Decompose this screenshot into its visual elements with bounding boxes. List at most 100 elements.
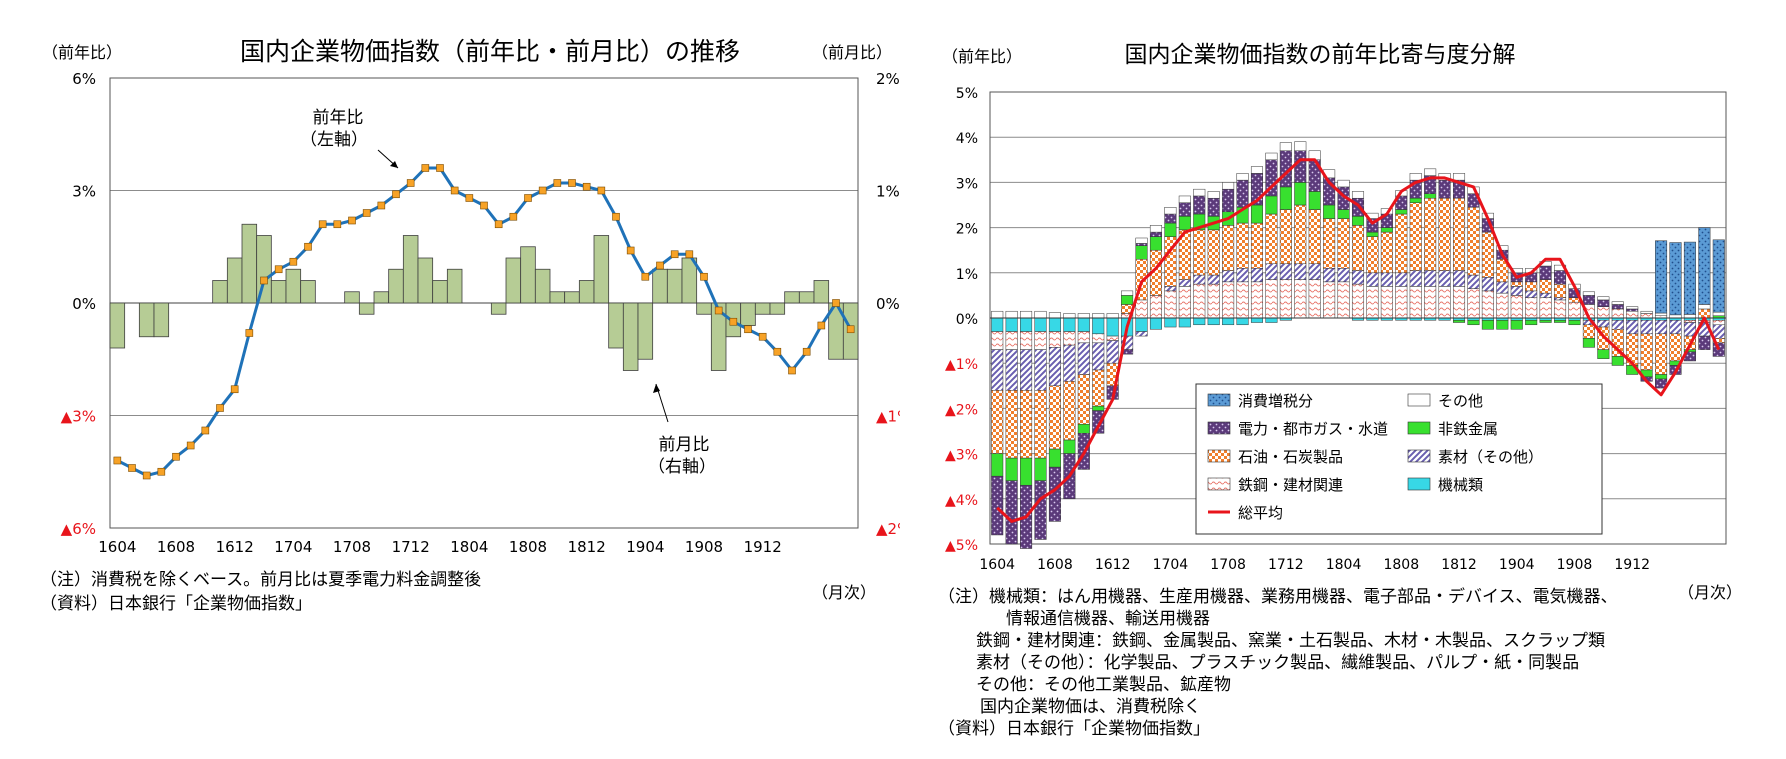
chart2-bar-oil (1092, 369, 1105, 407)
chart2-bar-mach (1222, 317, 1235, 326)
chart2-bar-other (1582, 291, 1595, 296)
chart2-bar-steel (1351, 283, 1365, 319)
chart2-bar-other_mat (1207, 274, 1220, 285)
chart2-bar-nonfer (1409, 197, 1422, 203)
chart2-bar-elec (1193, 195, 1206, 215)
chart2-bar-elec (1611, 304, 1624, 310)
chart2-bar-nonfer (1366, 231, 1379, 237)
chart2-bar-other (1712, 311, 1725, 316)
chart2-bar-other_mat (1409, 270, 1422, 287)
chart1-bar (241, 223, 258, 304)
chart2-bar-mach (1034, 317, 1047, 332)
chart2-ytick: ▲5% (945, 538, 978, 554)
chart1-bar (637, 302, 654, 360)
chart2-xtick: 1912 (1614, 557, 1650, 573)
chart2-bar-steel (1164, 290, 1177, 319)
legend-swatch-nonfer (1407, 421, 1431, 435)
chart1-point (157, 467, 166, 476)
chart2-ylabel: （前年比） (942, 47, 1022, 66)
chart2-bar-oil (1250, 222, 1264, 269)
chart2-bar-tax (1712, 239, 1725, 313)
legend-swatch-oil (1207, 449, 1231, 463)
chart2-bar-nonfer (1034, 457, 1047, 481)
chart2-bar-oil (1510, 281, 1523, 287)
legend-swatch-tax (1207, 393, 1231, 407)
chart1-bar (344, 291, 360, 304)
chart2-bar-nonfer (1481, 320, 1494, 330)
chart2-bar-elec (1698, 335, 1711, 350)
chart2-bar-nonfer (1539, 320, 1552, 323)
chart2-bar-nonfer (1554, 320, 1567, 323)
chart2-bar-oil (1048, 385, 1061, 450)
chart1-bar (666, 268, 683, 304)
chart1-point (465, 194, 474, 202)
chart2-bar-other_mat (1655, 320, 1668, 335)
chart1-bar (432, 280, 448, 304)
chart2-bar-elec (991, 475, 1004, 536)
chart2-bar-other_mat (1424, 270, 1437, 287)
chart2-bar-nonfer (1005, 457, 1018, 481)
chart2-bar-steel (1149, 295, 1162, 319)
chart1-bar (285, 268, 302, 304)
chart2-bar-other_mat (1554, 297, 1567, 301)
chart1-point (421, 164, 430, 172)
chart2-bar-oil (1409, 202, 1422, 271)
legend-label-nonfer: 非鉄金属 (1438, 420, 1498, 438)
chart2-bar-other (1106, 313, 1119, 319)
chart1-bar (740, 302, 756, 326)
chart1-bar (300, 280, 316, 304)
chart2-bar-steel (1222, 281, 1235, 319)
chart1-bar (446, 268, 463, 304)
chart1-point (406, 179, 415, 187)
legend-swatch-mach (1407, 477, 1431, 491)
chart2-bar-other (1640, 310, 1653, 314)
chart2-bar-other (1063, 313, 1076, 319)
chart2-bar-oil (1424, 197, 1437, 271)
chart2-bar-steel (1554, 299, 1567, 319)
chart2-bar-steel (1279, 279, 1292, 319)
chart2-bar-elec (1438, 179, 1451, 199)
chart2-bar-oil (1034, 390, 1047, 459)
chart1-point (260, 276, 268, 285)
chart2-bar-elec (1539, 265, 1552, 280)
chart1-bar (813, 280, 830, 304)
note-right-5: その他：その他工業製品、鉱産物 (976, 675, 1231, 695)
chart1-point (377, 201, 386, 210)
chart1-bar (520, 246, 536, 304)
chart2-bar-other_mat (1496, 281, 1509, 294)
chart2-bar-other_mat (1222, 270, 1235, 283)
legend-label-elec: 電力・都市ガス・水道 (1238, 420, 1388, 438)
chart2-bar-steel (1467, 288, 1480, 319)
chart1-point (700, 272, 708, 281)
chart2-bar-oil (1351, 225, 1365, 271)
chart2-bar-other_mat (1250, 268, 1264, 283)
chart2-bar-elec (1712, 342, 1725, 357)
chart1-xtick: 1812 (568, 538, 606, 556)
chart1-point (670, 250, 679, 259)
chart2-bar-nonfer (1135, 245, 1148, 260)
chart1-bar (593, 235, 610, 304)
chart2-bar-mach (1005, 317, 1018, 332)
chart2-bar-other_mat (1640, 320, 1653, 335)
chart1-bar (754, 302, 771, 315)
chart1-point (612, 212, 620, 221)
legend-label-other: その他 (1438, 392, 1483, 410)
chart1-point (729, 317, 738, 326)
chart2-bar-steel (1424, 286, 1437, 319)
chart1-point (685, 250, 694, 259)
chart1-ytick-right: 1% (876, 183, 900, 201)
chart2-bar-steel (1005, 331, 1018, 350)
chart2-bar-other_mat (1063, 344, 1076, 382)
chart2-bar-elec (1092, 410, 1105, 434)
chart2-bar-steel (1077, 331, 1090, 344)
chart2-bar-other (1092, 313, 1105, 319)
chart2-bar-tax (1683, 241, 1696, 315)
chart2-bar-other_mat (1611, 320, 1624, 330)
chart1-xtick: 1804 (450, 538, 488, 556)
chart2-bar-oil (1655, 333, 1668, 375)
chart1-point (553, 179, 562, 187)
chart1-bar (784, 291, 800, 304)
chart2-bar-nonfer (1323, 204, 1336, 219)
chart2-bar-other (1149, 225, 1162, 233)
